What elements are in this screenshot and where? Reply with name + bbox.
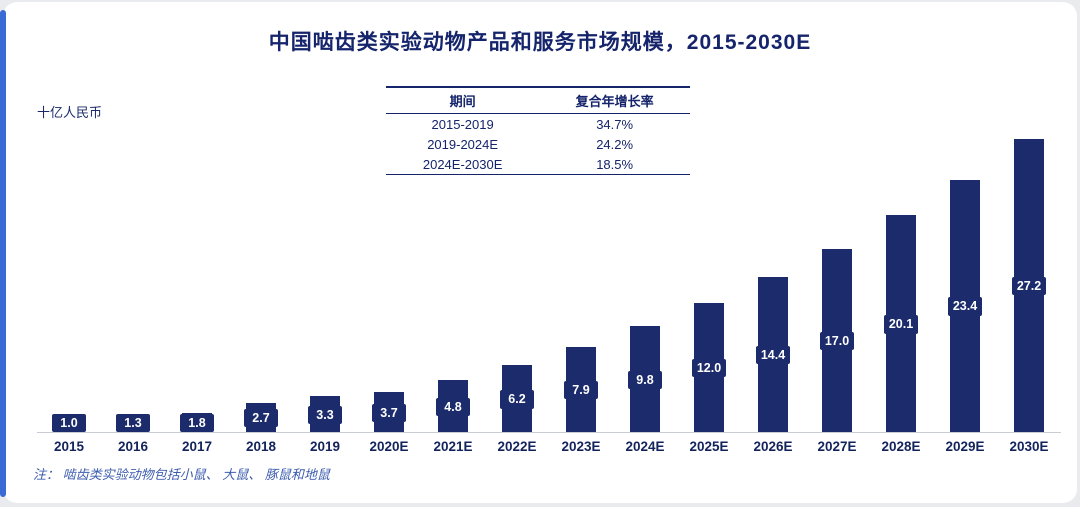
bar-slot: 1.8 [165,130,229,432]
cagr-cell: 18.5% [539,154,690,175]
bar-value-label: 14.4 [756,345,790,365]
x-axis-label: 2027E [817,439,857,454]
x-axis-label: 2023E [561,439,601,454]
cagr-row: 2015-2019 34.7% [386,114,690,135]
bar-chart: 1.0 1.3 1.8 2.7 3.3 3.7 4.8 6.2 7.9 9.8 12.0 14.4 17… [37,130,1061,454]
x-axis-label: 2030E [1009,439,1049,454]
bar-value-label: 20.1 [884,315,918,334]
bar-slot: 27.2 [997,130,1061,432]
x-axis: 2015 2016 2017 2018 2019 2020E 2021E 2022E 2023E… [37,439,1061,454]
bar-slot: 1.0 [37,130,101,432]
x-axis-label: 2028E [881,439,921,454]
x-axis-label: 2016 [117,439,149,454]
bar-slot: 23.4 [933,130,997,432]
cagr-row: 2019-2024E 24.2% [386,134,690,154]
bar-value-label: 27.2 [1012,276,1046,296]
x-axis-label: 2020E [369,439,409,454]
bar-slot: 17.0 [805,130,869,432]
x-axis-label: 2026E [753,439,793,454]
x-axis-label: 2017 [181,439,213,454]
cagr-cell: 2019-2024E [427,136,499,152]
chart-card: 中国啮齿类实验动物产品和服务市场规模，2015-2030E 十亿人民币 期间 复… [3,2,1077,503]
x-axis-label: 2018 [245,439,277,454]
cagr-cell: 2024E-2030E [386,154,540,175]
x-axis-label: 2019 [309,439,341,454]
bar-value-label: 4.8 [436,397,470,417]
bar-value-label: 12.0 [692,358,726,378]
bar-value-label: 1.0 [52,413,86,432]
bar-value-label: 7.9 [564,380,598,400]
cagr-header-rate: 复合年增长率 [539,86,690,114]
bar-slot: 14.4 [741,130,805,432]
cagr-header-period: 期间 [386,86,540,114]
footnote: 注： 啮齿类实验动物包括小鼠、 大鼠、 豚鼠和地鼠 [33,467,330,482]
bar-value-label: 6.2 [500,390,534,409]
bar-value-label: 23.4 [948,297,982,316]
cagr-table: 期间 复合年增长率 2015-2019 34.7% 2019-2024E 24.2% 2… [386,86,690,175]
x-axis-label: 2025E [689,439,729,454]
x-axis-label: 2024E [625,439,665,454]
cagr-cell: 34.7% [596,116,634,132]
bar-value-label: 1.3 [116,413,150,432]
cagr-cell: 2015-2019 [431,116,494,132]
bar-value-label: 3.3 [308,405,342,425]
cagr-row: 2024E-2030E 18.5% [386,154,690,175]
bar-value-label: 1.8 [180,413,214,432]
cagr-table-header: 期间 复合年增长率 [386,86,690,114]
bar-slot: 3.3 [293,130,357,432]
x-axis-label: 2015 [53,439,85,454]
plot-area: 1.0 1.3 1.8 2.7 3.3 3.7 4.8 6.2 7.9 9.8 12.0 14.4 17… [37,130,1061,433]
x-axis-label: 2021E [433,439,473,454]
bar-slot: 20.1 [869,130,933,432]
left-accent-strip [0,10,6,497]
bar-value-label: 3.7 [372,403,406,423]
x-axis-label: 2022E [497,439,537,454]
chart-title: 中国啮齿类实验动物产品和服务市场规模，2015-2030E [268,31,812,54]
y-axis-unit-label: 十亿人民币 [37,105,103,120]
bar-slot: 1.3 [101,130,165,432]
bar-slot: 4.8 [421,130,485,432]
bar-slot: 2.7 [229,130,293,432]
cagr-table-body: 2015-2019 34.7% 2019-2024E 24.2% 2024E-2030E… [386,114,690,175]
bar-value-label: 2.7 [244,408,278,428]
bar-slot: 9.8 [613,130,677,432]
bar-slot: 12.0 [677,130,741,432]
bar-slot: 7.9 [549,130,613,432]
cagr-cell: 24.2% [596,136,634,152]
x-axis-label: 2029E [945,439,985,454]
bar-slot: 6.2 [485,130,549,432]
bar-value-label: 9.8 [628,370,662,390]
bar-slot: 3.7 [357,130,421,432]
bar-value-label: 17.0 [820,331,854,351]
